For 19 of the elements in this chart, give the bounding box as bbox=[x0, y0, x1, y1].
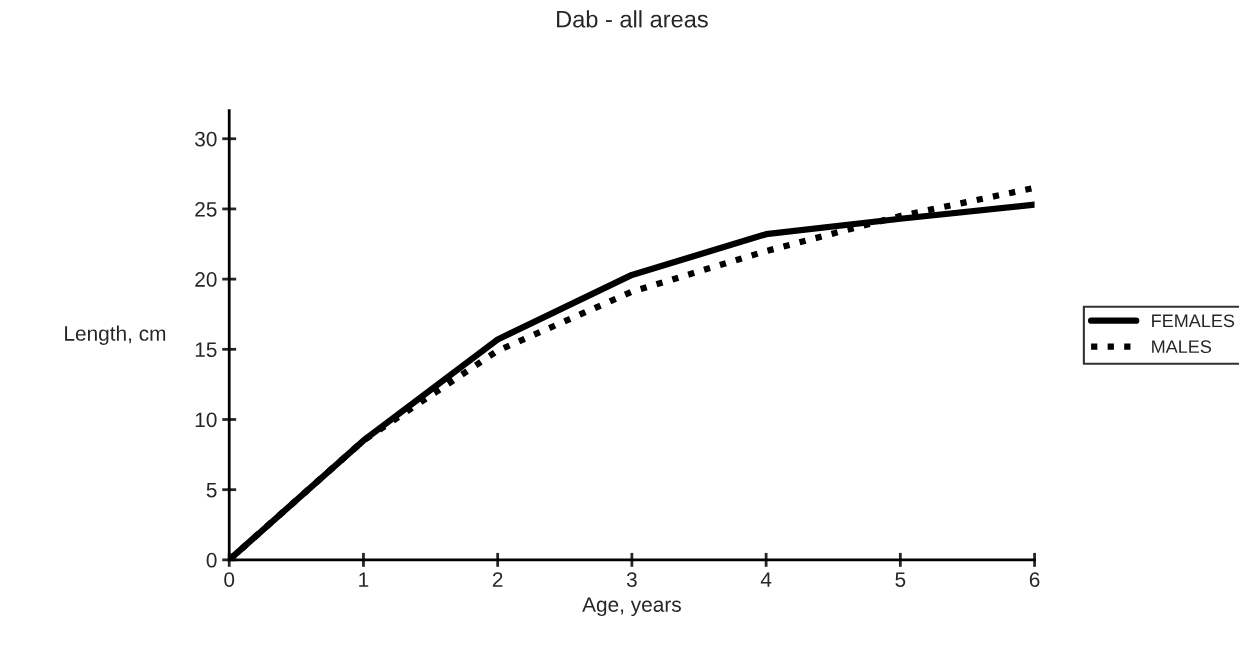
y-tick-label: 5 bbox=[206, 482, 217, 498]
y-tick-label: 0 bbox=[206, 552, 217, 568]
x-tick-label: 4 bbox=[760, 572, 772, 587]
x-tick-label: 3 bbox=[626, 572, 637, 587]
legend-label: MALES bbox=[1152, 340, 1212, 354]
legend-label: FEMALES bbox=[1152, 314, 1235, 328]
y-tick-label: 10 bbox=[195, 412, 217, 428]
x-tick-label: 1 bbox=[359, 572, 369, 587]
y-axis-title: Length, cm bbox=[65, 325, 166, 345]
x-axis-title: Age, years bbox=[582, 597, 681, 617]
x-tick-label: 0 bbox=[224, 572, 235, 587]
y-tick-label: 20 bbox=[195, 272, 217, 287]
chart-title: Dab - all areas bbox=[557, 10, 708, 28]
y-tick-label: 30 bbox=[195, 131, 217, 147]
y-tick-label: 15 bbox=[195, 342, 217, 358]
x-tick-label: 2 bbox=[492, 572, 503, 587]
x-tick-label: 5 bbox=[895, 572, 906, 587]
y-tick-label: 25 bbox=[195, 201, 217, 217]
x-tick-label: 6 bbox=[1029, 572, 1040, 587]
